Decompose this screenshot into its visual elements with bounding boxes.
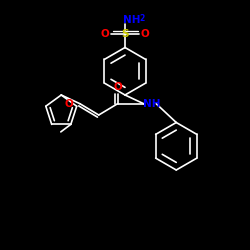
Text: 2: 2 [139, 14, 144, 23]
Text: O: O [100, 29, 110, 39]
Text: O: O [113, 82, 122, 92]
Text: S: S [121, 29, 129, 39]
Text: O: O [64, 99, 73, 109]
Text: O: O [141, 29, 150, 39]
Text: NH: NH [122, 15, 140, 25]
Text: NH: NH [142, 99, 160, 109]
